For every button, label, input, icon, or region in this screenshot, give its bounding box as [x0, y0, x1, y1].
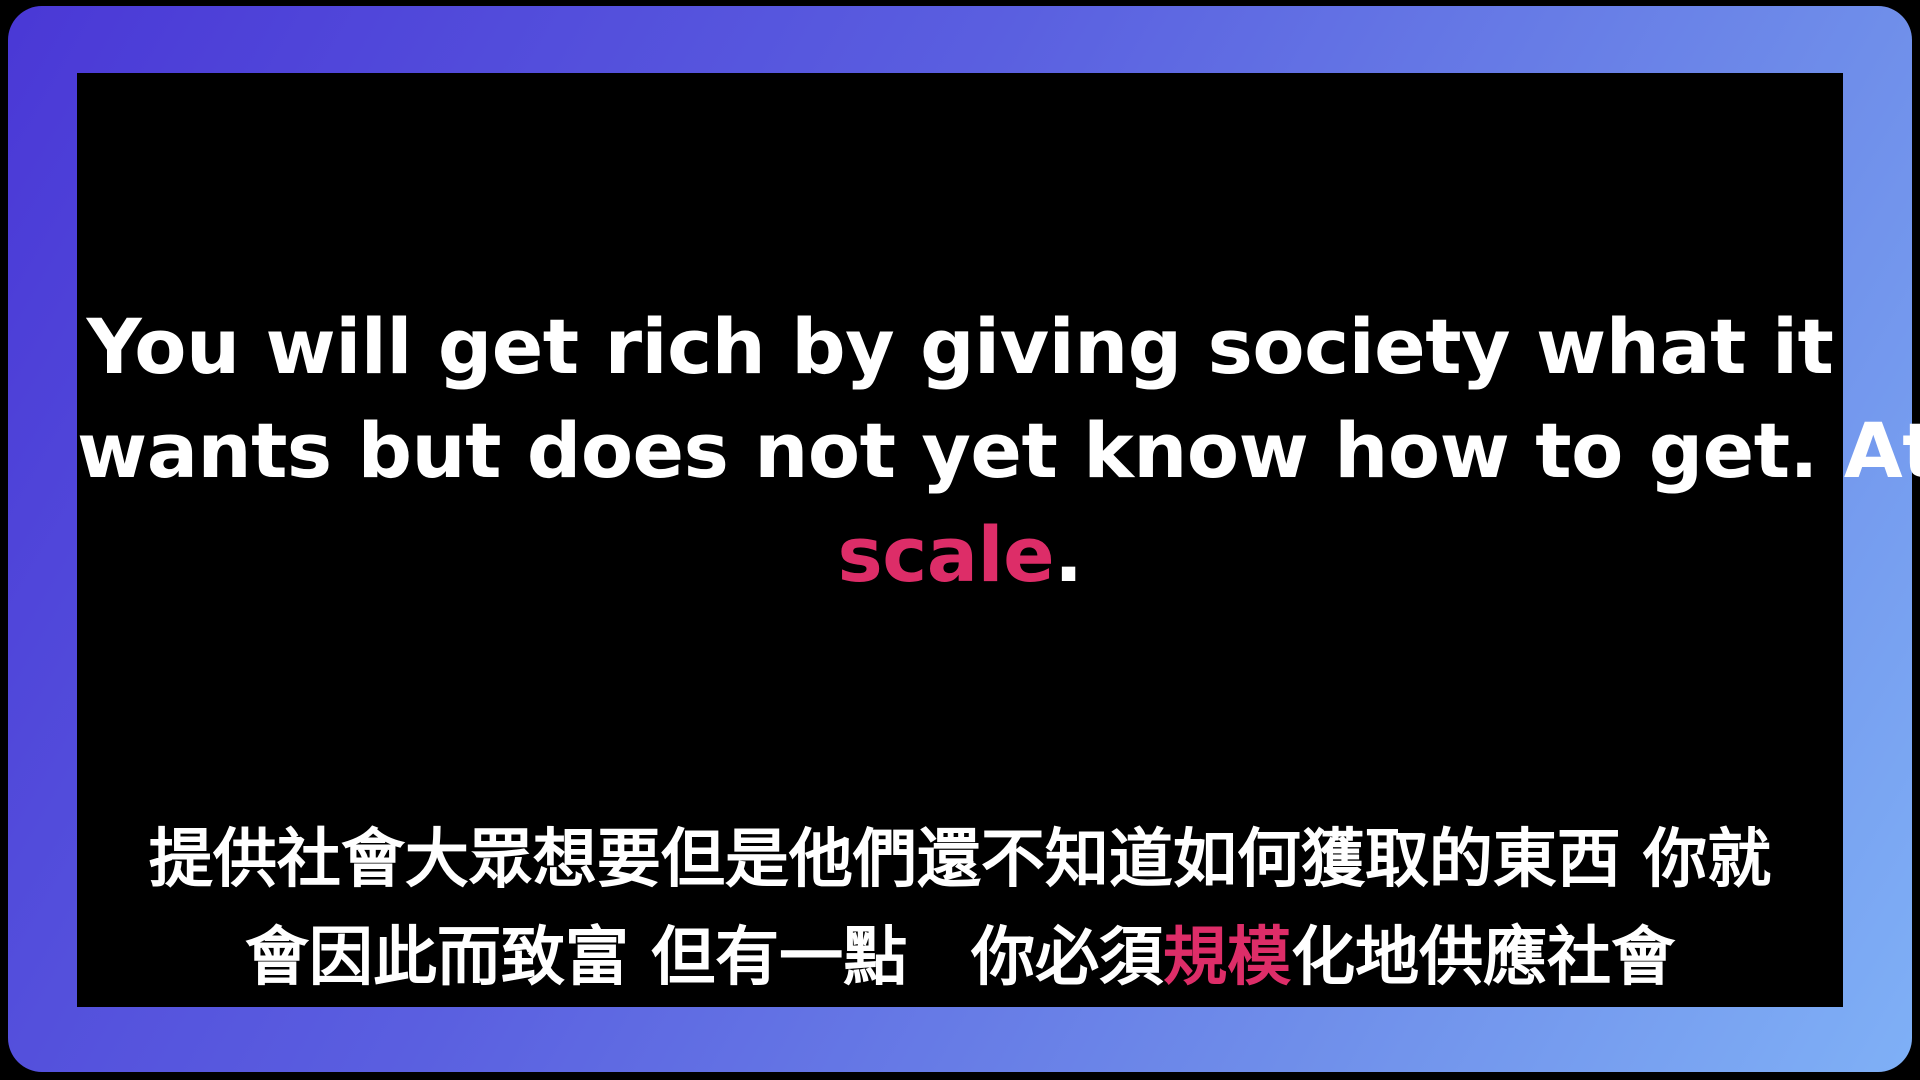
chinese-highlight-word: 規模	[1163, 921, 1292, 995]
chinese-quote-line-2-end: 化地供應社會	[1291, 921, 1676, 995]
quote-panel: You will get rich by giving society what…	[77, 73, 1920, 1007]
english-quote-line-1: You will get rich by giving society what…	[86, 302, 1834, 391]
english-quote-period: .	[1054, 510, 1083, 599]
english-quote-line-2: wants but does not yet know how to get. …	[77, 406, 1920, 495]
english-highlight-word: scale	[837, 510, 1055, 599]
chinese-quote-line-2-start: 會因此而致富 但有一點 你必須	[244, 921, 1164, 995]
chinese-quote-line-1: 提供社會大眾想要但是他們還不知道如何獲取的東西 你就	[148, 823, 1772, 897]
english-quote-line-3: scale.	[77, 503, 1843, 607]
chinese-quote: 提供社會大眾想要但是他們還不知道如何獲取的東西 你就 會因此而致富 但有一點 你…	[77, 811, 1843, 1007]
chinese-quote-line-2: 會因此而致富 但有一點 你必須規模化地供應社會	[77, 909, 1843, 1007]
english-quote: You will get rich by giving society what…	[77, 295, 1920, 607]
